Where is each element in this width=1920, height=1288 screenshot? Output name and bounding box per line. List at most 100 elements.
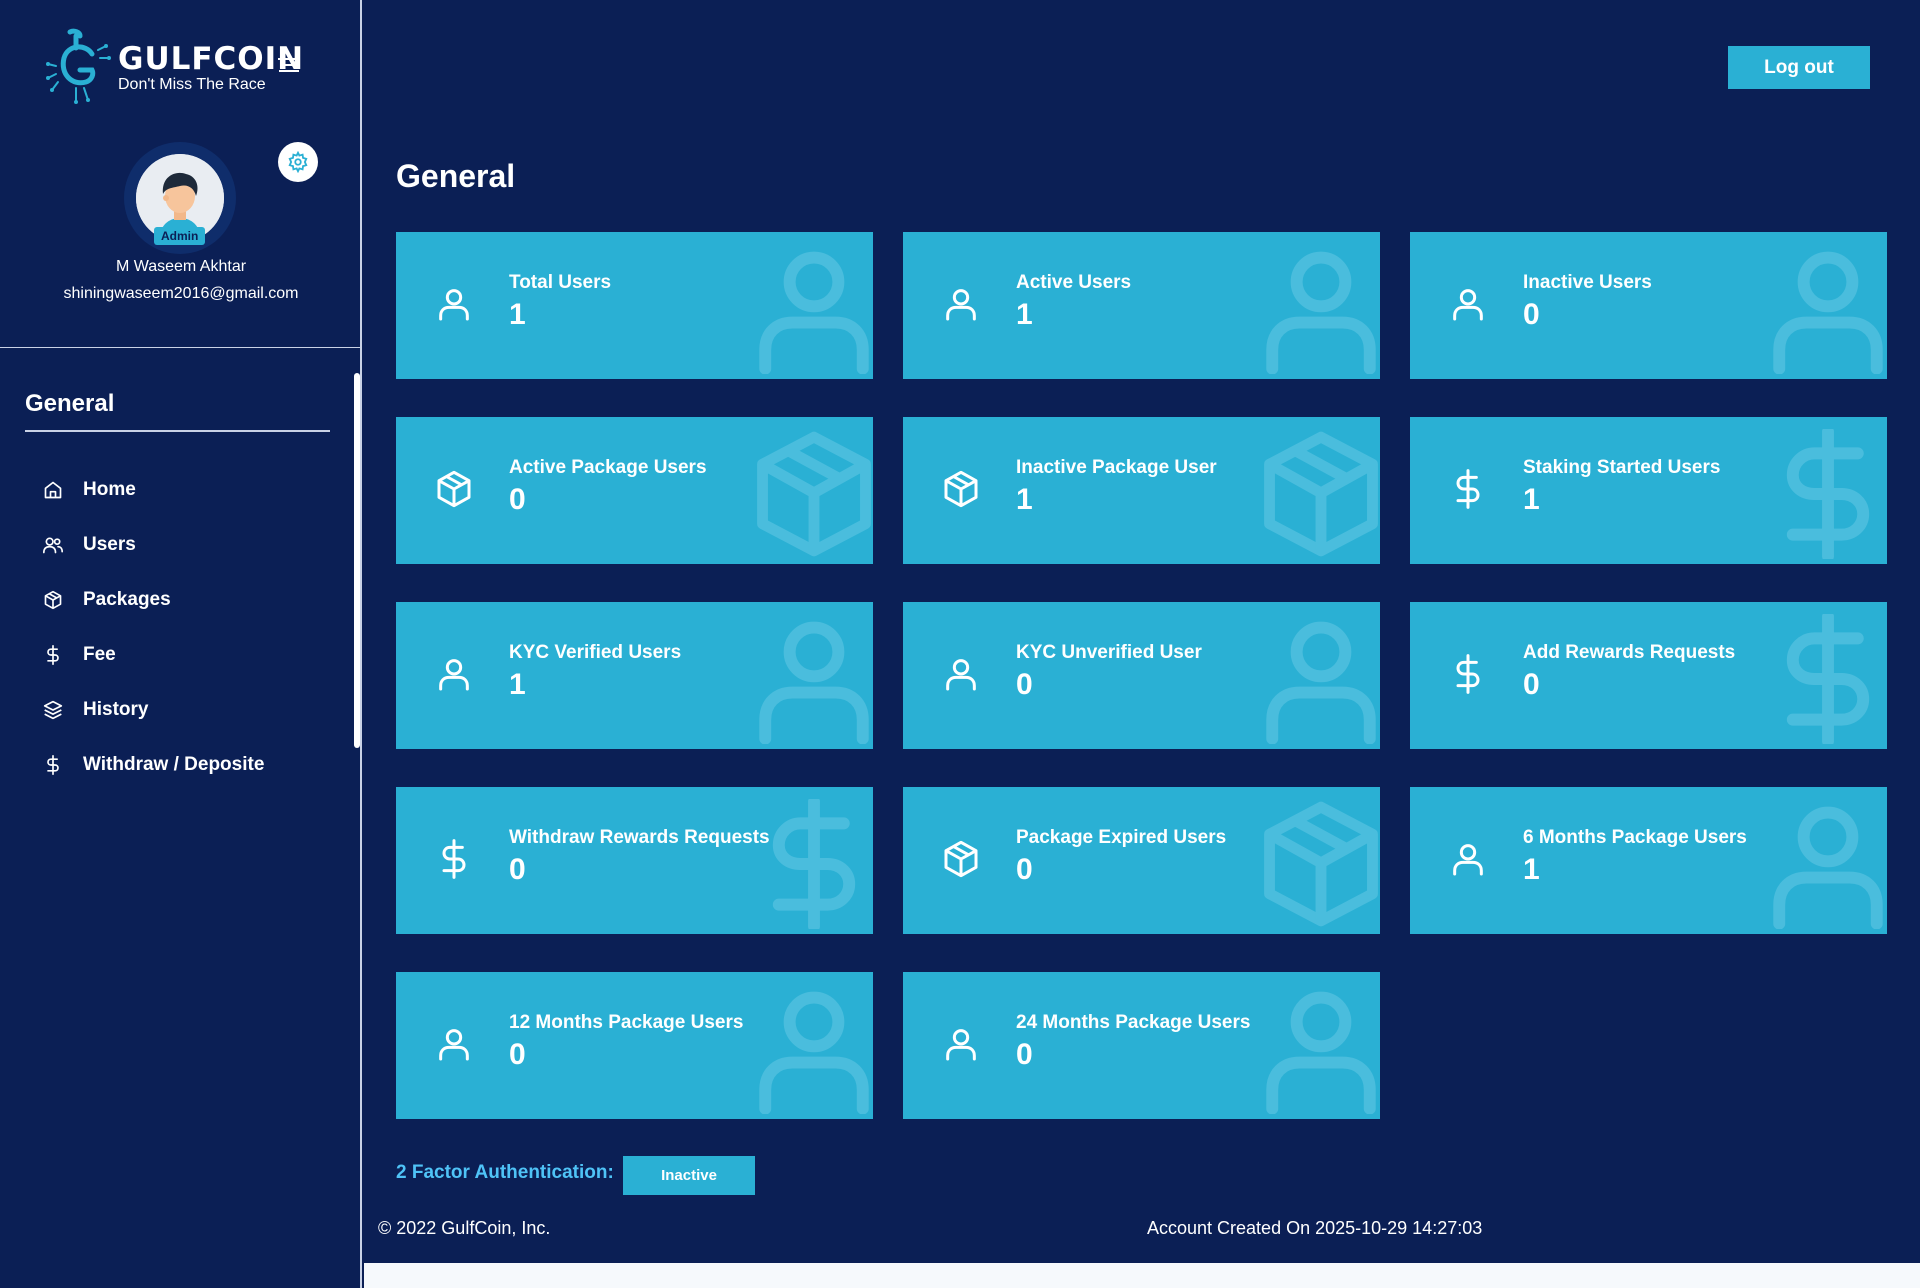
account-created-date: Account Created On 2025-10-29 14:27:03 [1147, 1218, 1483, 1238]
user-icon [941, 284, 981, 324]
stat-card-staking-started-users[interactable]: Staking Started Users 1 [1410, 417, 1887, 564]
stat-card-total-users[interactable]: Total Users 1 [396, 232, 873, 379]
package-icon [941, 469, 981, 509]
stat-card-label: 6 Months Package Users [1523, 827, 1747, 848]
stat-card-label: Package Expired Users [1016, 827, 1227, 848]
gulfcoin-logo-icon [46, 28, 111, 104]
stat-card-value: 1 [1523, 853, 1540, 886]
stat-card-inactive-users[interactable]: Inactive Users 0 [1410, 232, 1887, 379]
user-icon [1448, 284, 1488, 324]
sidebar-item-users[interactable]: Users [42, 517, 264, 572]
stat-card-package-expired-users[interactable]: Package Expired Users 0 [903, 787, 1380, 934]
stat-card-6-months-package-users[interactable]: 6 Months Package Users 1 [1410, 787, 1887, 934]
page-title: General [396, 158, 516, 194]
stat-card-label: Staking Started Users [1523, 457, 1721, 478]
user-watermark-icon [749, 244, 873, 375]
dollar-icon [1448, 654, 1488, 694]
divider [0, 347, 362, 348]
profile-email: shiningwaseem2016@gmail.com [63, 285, 299, 302]
stat-card-inactive-package-user[interactable]: Inactive Package User 1 [903, 417, 1380, 564]
package-icon [941, 839, 981, 879]
profile-name: M Waseem Akhtar [115, 258, 247, 275]
package-icon [434, 469, 474, 509]
sidebar-item-packages[interactable]: Packages [42, 572, 264, 627]
page-bottom-bar [364, 1263, 1920, 1288]
divider [25, 430, 330, 432]
package-icon [42, 589, 64, 611]
logout-button[interactable]: Log out [1728, 46, 1870, 89]
layers-icon [42, 699, 64, 721]
stat-card-value: 1 [509, 668, 526, 701]
sidebar-item-label: History [83, 698, 149, 720]
user-watermark-icon [1763, 244, 1887, 375]
role-badge: Admin [154, 227, 206, 245]
gear-icon [288, 151, 308, 173]
sidebar: GULFCOIN Don't Miss The Race Admin M W [0, 0, 362, 1288]
sidebar-item-fee[interactable]: Fee [42, 627, 264, 682]
stat-card-label: Active Package Users [509, 457, 707, 478]
sidebar-item-home[interactable]: Home [42, 462, 264, 517]
stat-card-value: 0 [509, 853, 526, 886]
stat-card-value: 1 [1523, 483, 1540, 516]
stat-card-label: Inactive Package User [1016, 457, 1217, 478]
stat-card-kyc-verified-users[interactable]: KYC Verified Users 1 [396, 602, 873, 749]
dollar-icon [42, 754, 64, 776]
sidebar-item-history[interactable]: History [42, 682, 264, 737]
sidebar-item-withdraw-deposite[interactable]: Withdraw / Deposite [42, 737, 264, 792]
user-icon [941, 654, 981, 694]
user-icon [941, 1024, 981, 1064]
stat-card-value: 1 [1016, 298, 1033, 331]
stat-card-value: 0 [1523, 298, 1540, 331]
stat-card-value: 0 [509, 1038, 526, 1071]
two-factor-status-button[interactable]: Inactive [623, 1156, 755, 1195]
user-icon [434, 654, 474, 694]
user-watermark-icon [1763, 799, 1887, 930]
stat-card-value: 0 [1016, 853, 1033, 886]
stat-card-label: Inactive Users [1523, 272, 1652, 293]
package-watermark-icon [749, 429, 873, 559]
nav-heading: General [25, 390, 115, 417]
stat-card-value: 0 [1016, 1038, 1033, 1071]
user-watermark-icon [749, 984, 873, 1115]
settings-button[interactable] [278, 142, 318, 182]
stat-card-label: Active Users [1016, 272, 1132, 293]
stat-card-value: 1 [509, 298, 526, 331]
stat-card-active-package-users[interactable]: Active Package Users 0 [396, 417, 873, 564]
user-watermark-icon [1256, 984, 1380, 1115]
dollar-watermark-icon [1763, 610, 1887, 748]
stat-card-add-rewards-requests[interactable]: Add Rewards Requests 0 [1410, 602, 1887, 749]
stat-card-label: 24 Months Package Users [1016, 1012, 1251, 1033]
brand-name: GULFCOIN [118, 41, 305, 77]
sidebar-nav: Home Users Packages Fee History [42, 462, 264, 792]
stat-card-24-months-package-users[interactable]: 24 Months Package Users 0 [903, 972, 1380, 1119]
brand-tagline: Don't Miss The Race [118, 76, 266, 93]
dollar-watermark-icon [1763, 425, 1887, 563]
sidebar-item-label: Packages [83, 588, 171, 610]
stat-card-label: Total Users [509, 272, 612, 293]
user-watermark-icon [1256, 614, 1380, 745]
home-icon [42, 479, 64, 501]
two-factor-label: 2 Factor Authentication: [396, 1162, 614, 1183]
user-icon [434, 284, 474, 324]
user-watermark-icon [749, 614, 873, 745]
brand-logo[interactable]: GULFCOIN Don't Miss The Race [46, 28, 304, 108]
stat-card-label: KYC Unverified User [1016, 642, 1202, 663]
sidebar-item-label: Withdraw / Deposite [83, 753, 265, 775]
stat-card-label: Withdraw Rewards Requests [509, 827, 770, 848]
menu-toggle-icon[interactable] [278, 58, 300, 74]
sidebar-item-label: Home [83, 478, 136, 500]
package-watermark-icon [1256, 799, 1380, 929]
stat-card-withdraw-rewards-requests[interactable]: Withdraw Rewards Requests 0 [396, 787, 873, 934]
user-icon [1448, 839, 1488, 879]
stat-card-12-months-package-users[interactable]: 12 Months Package Users 0 [396, 972, 873, 1119]
package-watermark-icon [1256, 429, 1380, 559]
stat-card-label: 12 Months Package Users [509, 1012, 744, 1033]
sidebar-scrollbar[interactable] [354, 373, 360, 748]
dollar-icon [434, 839, 474, 879]
sidebar-item-label: Fee [83, 643, 116, 665]
stat-card-value: 0 [509, 483, 526, 516]
stat-card-active-users[interactable]: Active Users 1 [903, 232, 1380, 379]
users-icon [42, 534, 64, 556]
dollar-watermark-icon [749, 795, 873, 933]
stat-card-kyc-unverified-user[interactable]: KYC Unverified User 0 [903, 602, 1380, 749]
